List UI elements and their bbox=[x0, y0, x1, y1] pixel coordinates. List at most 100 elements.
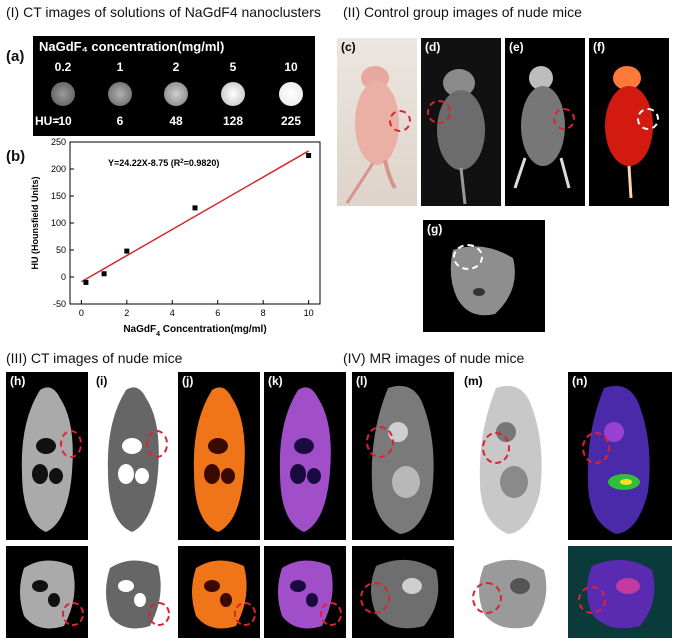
sample-dot bbox=[279, 82, 303, 106]
conc-label: 10 bbox=[284, 60, 298, 74]
data-point bbox=[192, 205, 198, 211]
data-point bbox=[83, 279, 89, 285]
mr-slice-m bbox=[460, 546, 562, 638]
panel-a-header: NaGdF₄ concentration(mg/ml) bbox=[39, 39, 225, 54]
panel-f-ct-colored: (f) bbox=[589, 38, 669, 206]
tumor-marker bbox=[482, 432, 510, 464]
hu-value: 48 bbox=[169, 114, 183, 128]
panel-label-j: (j) bbox=[182, 374, 194, 388]
ct-slice-h bbox=[6, 546, 88, 638]
data-point bbox=[124, 248, 130, 254]
panel-h-ct: (h) bbox=[6, 372, 88, 540]
data-point bbox=[306, 153, 312, 158]
mouse-ct-colored-icon bbox=[605, 66, 653, 199]
tumor-marker bbox=[472, 582, 502, 614]
ct-slice-icon bbox=[450, 246, 515, 316]
panel-c-photo: (c) bbox=[337, 38, 417, 206]
sample-dot bbox=[164, 82, 188, 106]
tumor-marker bbox=[427, 100, 451, 124]
panel-l-mr: (l) bbox=[352, 372, 454, 540]
hu-value: -10 bbox=[54, 114, 72, 128]
mr-slice-icon bbox=[479, 559, 547, 629]
panel-g-ct-slice: (g) bbox=[423, 220, 545, 332]
y-tick-label: 100 bbox=[51, 218, 66, 228]
panel-d-xray: (d) bbox=[421, 38, 501, 206]
y-axis-label: HU (Hounsfield Units) bbox=[30, 177, 40, 270]
tumor-marker bbox=[234, 602, 256, 626]
x-tick-label: 4 bbox=[170, 308, 175, 318]
panel-k-ct-purple: (k) bbox=[264, 372, 346, 540]
ct-slice-i bbox=[92, 546, 174, 638]
conc-label: 2 bbox=[172, 60, 180, 74]
x-tick-label: 8 bbox=[261, 308, 266, 318]
y-tick-label: 250 bbox=[51, 138, 66, 147]
panel-i-ct-inverted: (i) bbox=[92, 372, 174, 540]
panel-a-ct-solutions: NaGdF₄ concentration(mg/ml) 0.2 1 2 5 10… bbox=[33, 36, 315, 136]
ct-slice-icon bbox=[20, 560, 75, 629]
ct-slice-icon bbox=[192, 560, 247, 629]
hu-value: 225 bbox=[280, 114, 302, 128]
panel-m-mr-inverted: (m) bbox=[460, 372, 562, 540]
mouse-ct-icon bbox=[279, 387, 331, 532]
fit-line bbox=[80, 150, 310, 283]
tumor-marker bbox=[578, 586, 606, 614]
mouse-mr-icon bbox=[371, 385, 434, 534]
mr-slice-n bbox=[568, 546, 672, 638]
mouse-mr-icon bbox=[479, 385, 542, 534]
panel-label-m: (m) bbox=[464, 374, 483, 388]
ct-slice-icon bbox=[106, 560, 161, 629]
section-title-iii: (III) CT images of nude mice bbox=[6, 350, 183, 366]
x-tick-label: 10 bbox=[304, 308, 314, 318]
panel-label-n: (n) bbox=[572, 374, 588, 388]
panel-label-f: (f) bbox=[593, 40, 605, 54]
section-title-i: (I) CT images of solutions of NaGdF4 nan… bbox=[6, 4, 321, 20]
panel-j-ct-hot: (j) bbox=[178, 372, 260, 540]
ct-slice-k bbox=[264, 546, 346, 638]
y-tick-label: -50 bbox=[53, 299, 66, 309]
tumor-marker bbox=[453, 244, 483, 270]
sample-dot bbox=[221, 82, 245, 106]
conc-label: 0.2 bbox=[54, 60, 72, 74]
mouse-mr-icon bbox=[587, 385, 650, 534]
hu-concentration-chart: -50 0 50 100 150 200 250 0 2 4 6 8 10 Y=24.22X-8.75… bbox=[30, 138, 321, 338]
panel-label-d: (d) bbox=[425, 40, 441, 54]
mouse-ct-icon bbox=[21, 387, 73, 532]
ct-slice-icon bbox=[278, 560, 333, 629]
panel-label-e: (e) bbox=[509, 40, 524, 54]
ct-slice-j bbox=[178, 546, 260, 638]
mouse-ct-icon bbox=[513, 66, 571, 189]
x-tick-label: 0 bbox=[79, 308, 84, 318]
mouse-photo-icon bbox=[345, 66, 399, 204]
data-point bbox=[101, 271, 107, 277]
y-tick-label: 50 bbox=[56, 245, 66, 255]
tumor-marker bbox=[553, 108, 575, 130]
x-tick-label: 2 bbox=[124, 308, 129, 318]
panel-label-g: (g) bbox=[427, 222, 443, 236]
section-title-iv: (IV) MR images of nude mice bbox=[343, 350, 525, 366]
hu-value: 128 bbox=[222, 114, 244, 128]
panel-label-a: (a) bbox=[6, 48, 25, 65]
tumor-marker bbox=[148, 602, 170, 626]
panel-e-ct: (e) bbox=[505, 38, 585, 206]
sample-dot bbox=[51, 82, 75, 106]
tumor-marker bbox=[389, 110, 411, 132]
conc-label: 1 bbox=[116, 60, 124, 74]
panel-label-l: (l) bbox=[356, 374, 368, 388]
sample-dot bbox=[108, 82, 132, 106]
tumor-marker bbox=[62, 602, 84, 626]
x-tick-label: 6 bbox=[215, 308, 220, 318]
panel-label-i: (i) bbox=[96, 374, 108, 388]
tumor-marker bbox=[360, 582, 390, 614]
tumor-marker bbox=[366, 426, 394, 458]
y-tick-label: 0 bbox=[61, 272, 66, 282]
panel-label-k: (k) bbox=[268, 374, 283, 388]
mr-slice-icon bbox=[587, 559, 655, 629]
section-title-ii: (II) Control group images of nude mice bbox=[343, 4, 582, 20]
x-axis-label: NaGdF4 Concentration(mg/ml) bbox=[123, 324, 266, 338]
mr-slice-l bbox=[352, 546, 454, 638]
y-tick-label: 150 bbox=[51, 191, 66, 201]
tumor-marker bbox=[60, 430, 82, 458]
conc-label: 5 bbox=[229, 60, 237, 74]
panel-label-b: (b) bbox=[6, 148, 26, 165]
tumor-marker bbox=[637, 108, 659, 130]
